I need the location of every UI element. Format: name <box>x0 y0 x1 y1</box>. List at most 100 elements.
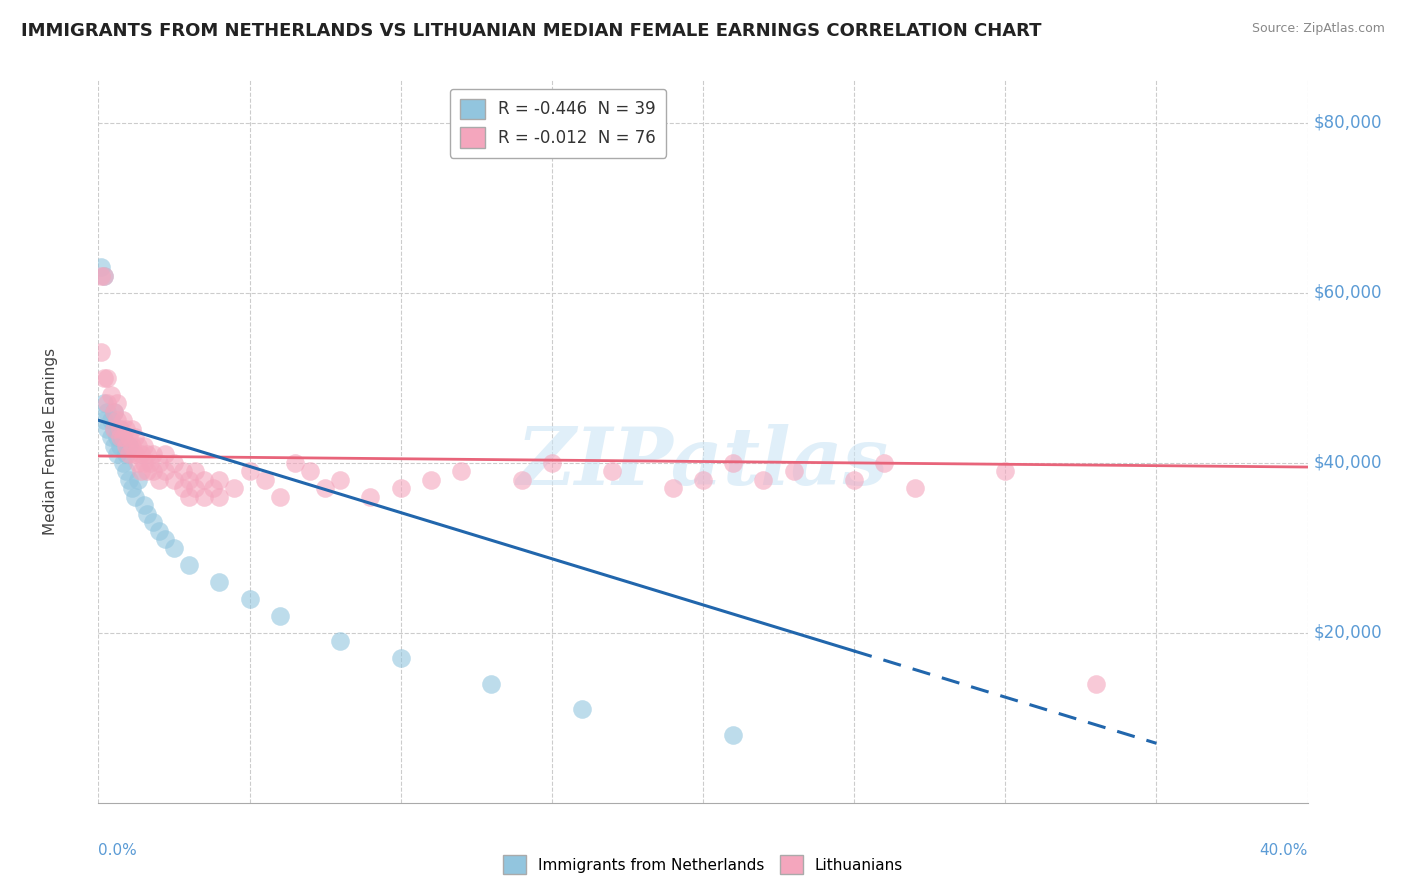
Point <box>253 473 276 487</box>
Point <box>129 447 152 461</box>
Point <box>111 413 134 427</box>
Point <box>153 447 176 461</box>
Point <box>193 490 215 504</box>
Point <box>132 456 155 470</box>
Point <box>450 464 472 478</box>
Point <box>111 430 134 444</box>
Point <box>153 533 176 547</box>
Point <box>904 481 927 495</box>
Point <box>96 422 118 436</box>
Point <box>540 456 562 470</box>
Point <box>93 268 115 283</box>
Point <box>111 456 134 470</box>
Point <box>114 464 136 478</box>
Point <box>103 422 125 436</box>
Point <box>118 430 141 444</box>
Point <box>127 456 149 470</box>
Point <box>163 541 186 555</box>
Point <box>124 430 146 444</box>
Point <box>114 422 136 436</box>
Point <box>108 422 131 436</box>
Point <box>132 439 155 453</box>
Point <box>124 447 146 461</box>
Point <box>121 481 143 495</box>
Point <box>1085 677 1108 691</box>
Point <box>100 430 122 444</box>
Point <box>93 396 115 410</box>
Point <box>184 481 207 495</box>
Point <box>132 498 155 512</box>
Point <box>224 481 246 495</box>
Point <box>193 473 215 487</box>
Point <box>329 634 352 648</box>
Point <box>148 473 170 487</box>
Point <box>661 481 683 495</box>
Point <box>994 464 1017 478</box>
Point <box>103 405 125 419</box>
Point <box>239 464 262 478</box>
Point <box>100 388 122 402</box>
Point <box>389 651 412 665</box>
Point <box>239 591 262 606</box>
Point <box>142 464 165 478</box>
Point <box>90 260 112 275</box>
Point <box>284 456 307 470</box>
Point <box>93 413 115 427</box>
Point <box>202 481 225 495</box>
Point <box>163 456 186 470</box>
Point <box>135 447 157 461</box>
Point <box>153 464 176 478</box>
Point <box>90 345 112 359</box>
Point <box>135 464 157 478</box>
Text: $40,000: $40,000 <box>1313 454 1382 472</box>
Point <box>111 430 134 444</box>
Point <box>179 490 201 504</box>
Point <box>108 422 131 436</box>
Point <box>93 371 115 385</box>
Point <box>179 558 201 572</box>
Text: IMMIGRANTS FROM NETHERLANDS VS LITHUANIAN MEDIAN FEMALE EARNINGS CORRELATION CHA: IMMIGRANTS FROM NETHERLANDS VS LITHUANIA… <box>21 22 1042 40</box>
Point <box>299 464 322 478</box>
Point <box>172 464 194 478</box>
Point <box>481 677 503 691</box>
Point <box>602 464 624 478</box>
Point <box>571 702 593 716</box>
Point <box>135 507 157 521</box>
Point <box>96 396 118 410</box>
Point <box>723 456 745 470</box>
Point <box>129 464 152 478</box>
Legend: Immigrants from Netherlands, Lithuanians: Immigrants from Netherlands, Lithuanians <box>496 849 910 880</box>
Point <box>114 439 136 453</box>
Point <box>208 574 231 589</box>
Point <box>127 473 149 487</box>
Point <box>329 473 352 487</box>
Point <box>510 473 533 487</box>
Point <box>114 447 136 461</box>
Point <box>844 473 866 487</box>
Point <box>103 422 125 436</box>
Point <box>179 473 201 487</box>
Point <box>90 268 112 283</box>
Point <box>208 490 231 504</box>
Text: Median Female Earnings: Median Female Earnings <box>42 348 58 535</box>
Point <box>121 422 143 436</box>
Point <box>752 473 775 487</box>
Point <box>783 464 806 478</box>
Point <box>184 464 207 478</box>
Point <box>93 268 115 283</box>
Point <box>360 490 382 504</box>
Text: 0.0%: 0.0% <box>98 843 138 857</box>
Point <box>269 490 291 504</box>
Point <box>139 456 162 470</box>
Point <box>103 439 125 453</box>
Point <box>163 473 186 487</box>
Point <box>96 371 118 385</box>
Point <box>389 481 412 495</box>
Point <box>127 439 149 453</box>
Point <box>108 439 131 453</box>
Point <box>723 728 745 742</box>
Point <box>118 439 141 453</box>
Text: $80,000: $80,000 <box>1313 114 1382 132</box>
Point <box>105 430 128 444</box>
Point <box>420 473 443 487</box>
